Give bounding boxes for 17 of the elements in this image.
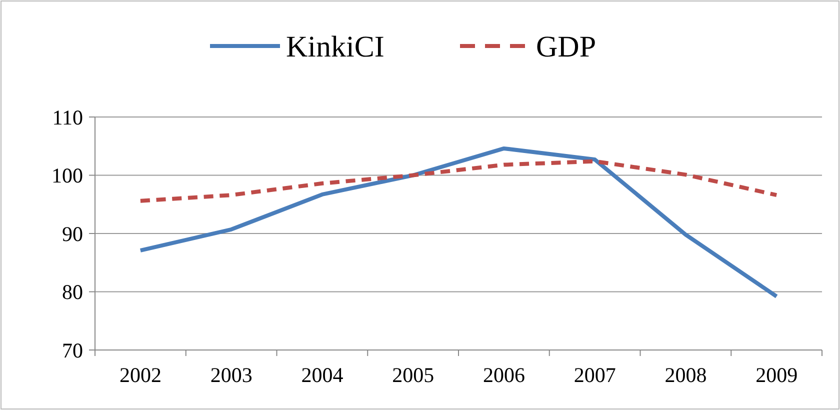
line-series <box>138 146 779 298</box>
line-series <box>138 159 779 203</box>
y-tick-label: 100 <box>52 164 83 188</box>
y-tick-label: 110 <box>52 105 83 130</box>
y-tick-label: 70 <box>62 338 83 362</box>
y-tick-label: 80 <box>62 280 83 304</box>
x-tick-label: 2007 <box>574 363 616 387</box>
legend-label: KinkiCI <box>286 30 384 64</box>
x-tick-label: 2006 <box>482 363 525 387</box>
x-tick-label: 2002 <box>119 363 162 387</box>
x-tick-label: 2004 <box>301 363 344 387</box>
x-tick-label: 2003 <box>210 363 252 387</box>
x-tick-label: 2008 <box>664 363 707 387</box>
legend-label: GDP <box>536 30 596 64</box>
y-tick-label: 90 <box>62 222 83 246</box>
x-tick-label: 2005 <box>392 363 434 387</box>
x-tick-label: 2009 <box>756 363 798 387</box>
